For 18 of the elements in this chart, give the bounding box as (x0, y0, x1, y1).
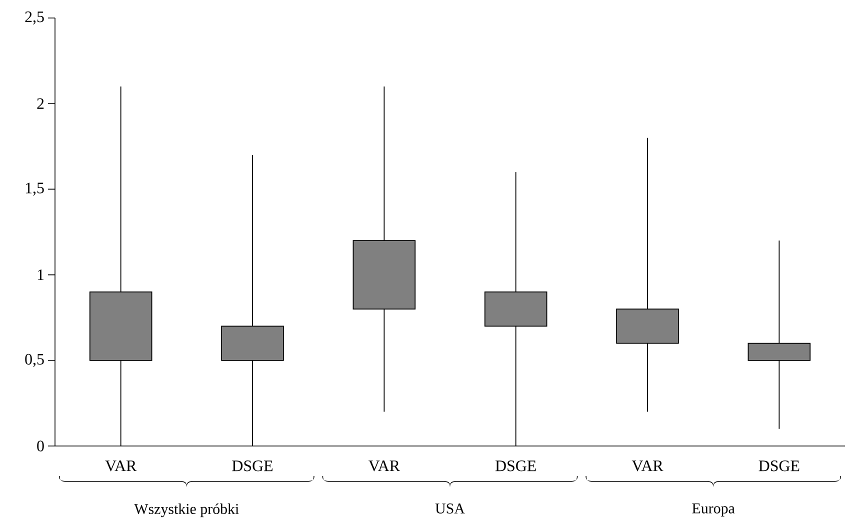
y-tick-label: 0 (37, 440, 44, 452)
y-tick-label: 1,5 (26, 182, 44, 196)
y-tick-label: 0,5 (25, 354, 44, 367)
candlestick (352, 86, 416, 412)
x-tick-label: VAR (368, 460, 400, 472)
text: USA (435, 504, 465, 514)
x-tick-label: DSGE (232, 460, 273, 472)
candlestick (748, 240, 811, 430)
x-tick-label: DSGE (758, 460, 800, 472)
y-tick-label: 2 (37, 98, 44, 109)
text: Europa (692, 504, 735, 516)
x-tick-label: VAR (105, 460, 137, 472)
candlestick (616, 137, 679, 412)
x-tick-label: DSGE (495, 460, 536, 472)
x-tick-label: VAR (632, 460, 664, 472)
y-tick-label: 2,5 (25, 12, 44, 24)
y-tick-label: 1 (38, 270, 44, 280)
text: Wszystkie próbki (134, 504, 239, 518)
